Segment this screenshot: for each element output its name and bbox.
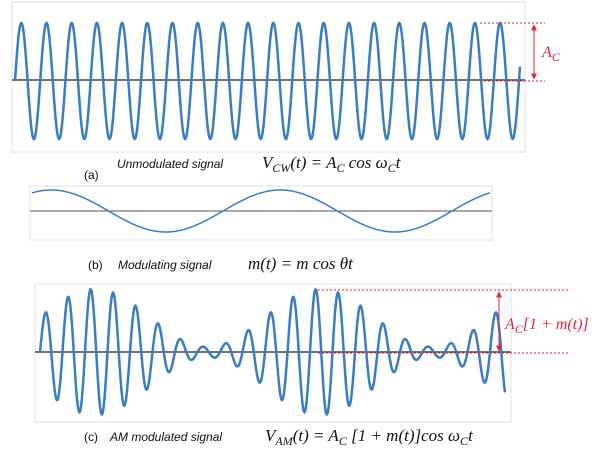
text-run: cos ω — [345, 153, 388, 172]
formula: m(t) = m cos θt — [248, 254, 354, 273]
subscript: C — [388, 161, 397, 175]
subscript: CW — [272, 161, 291, 175]
text-run: (t) = A — [290, 153, 337, 172]
subscript: C — [515, 322, 524, 336]
panel-caption: Unmodulated signal — [117, 157, 223, 171]
panel-frame — [29, 185, 493, 241]
text-run: [1 + m(t)] — [523, 316, 589, 333]
am-wave — [38, 287, 507, 416]
text-run: m(t) = m cos θt — [248, 254, 354, 273]
modulating-wave — [31, 189, 491, 233]
text-run: A — [504, 316, 515, 333]
formula: VAM(t) = AC [1 + m(t)]cos ωCt — [265, 426, 474, 448]
text-run: [1 + m(t)]cos ω — [347, 426, 460, 445]
carrier-wave — [13, 21, 522, 141]
text-run: A — [541, 44, 552, 61]
text-run: V — [265, 426, 278, 445]
subscript: C — [337, 161, 346, 175]
subscript: C — [552, 50, 561, 64]
text-run: (t) = A — [293, 426, 340, 445]
panel-caption: AM modulated signal — [109, 430, 222, 444]
subscript: C — [460, 434, 469, 448]
panel-label: (a) — [84, 168, 99, 182]
subscript: C — [339, 434, 348, 448]
amplitude-label: AC[1 + m(t)] — [504, 316, 589, 336]
text-run: t — [468, 426, 474, 445]
subscript: AM — [274, 434, 293, 448]
panel-label: (b) — [88, 258, 103, 272]
amplitude-label: AC — [541, 44, 561, 64]
text-run: V — [262, 153, 275, 172]
panel-frame — [11, 1, 526, 153]
panel-label: (c) — [84, 430, 98, 444]
text-run: t — [396, 153, 402, 172]
formula: VCW(t) = AC cos ωCt — [262, 153, 402, 175]
panel-caption: Modulating signal — [118, 258, 212, 272]
